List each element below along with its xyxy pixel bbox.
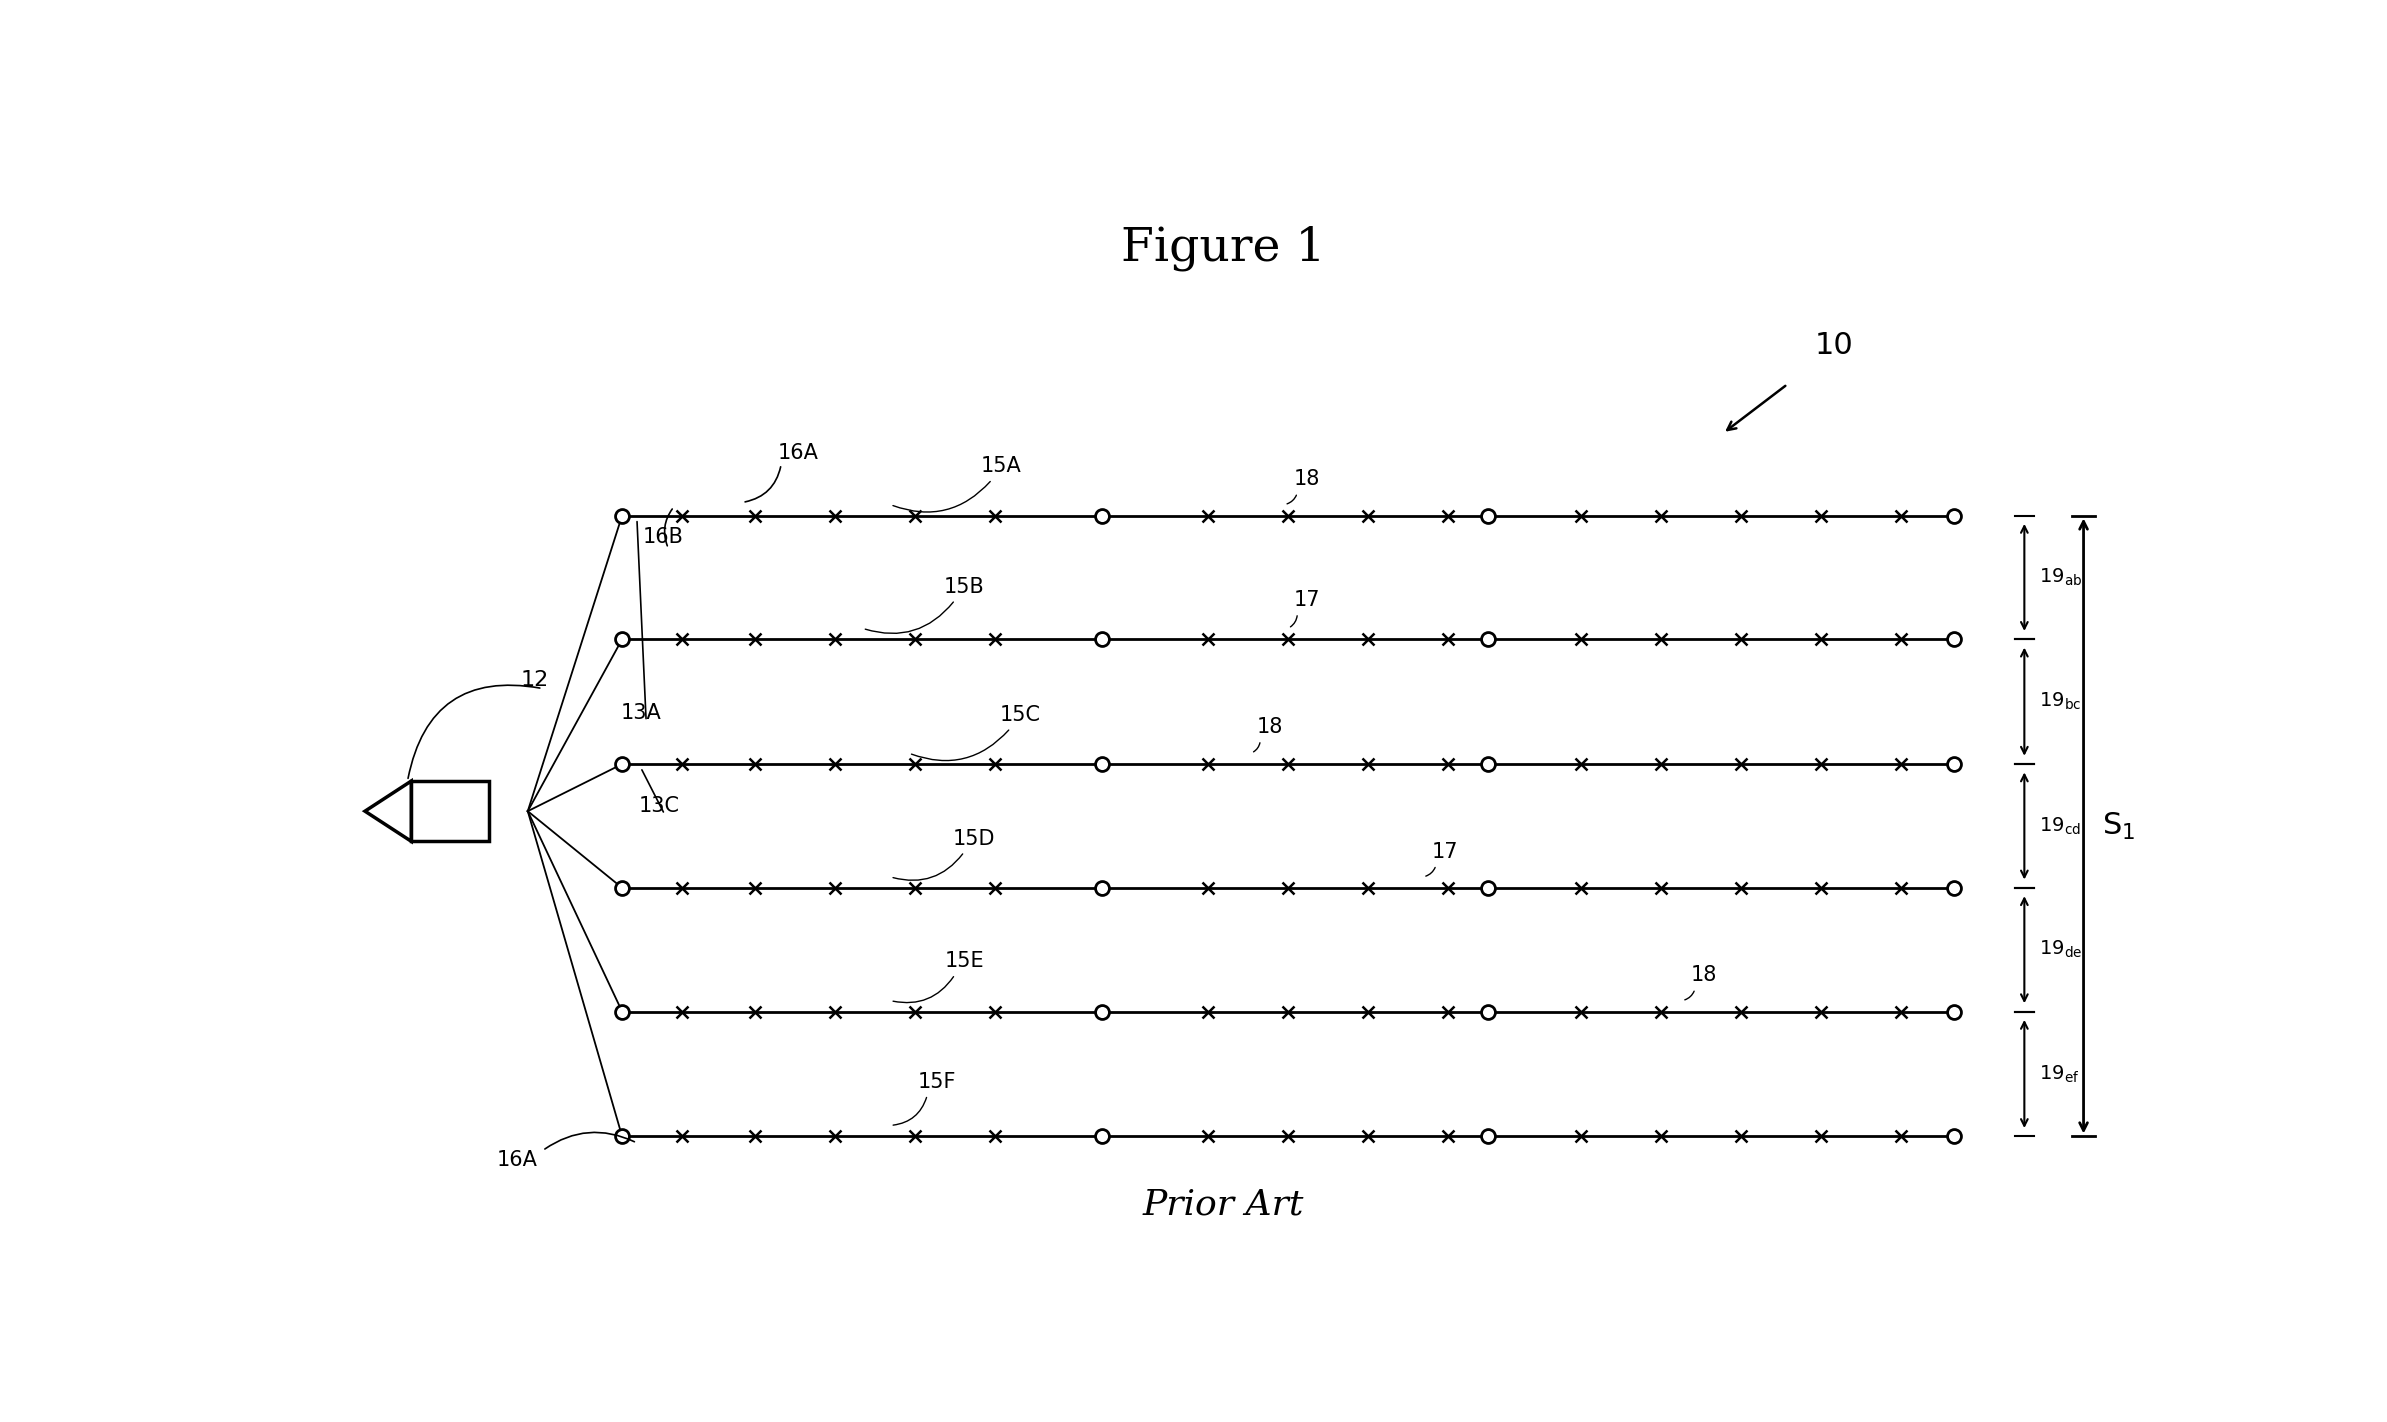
Text: 15C: 15C <box>1000 705 1041 725</box>
Text: 19$_{\mathrm{ab}}$: 19$_{\mathrm{ab}}$ <box>2038 567 2081 589</box>
Text: 19$_{\mathrm{cd}}$: 19$_{\mathrm{cd}}$ <box>2038 815 2081 836</box>
Text: Figure 1: Figure 1 <box>1122 226 1325 270</box>
Text: 15D: 15D <box>952 829 995 849</box>
Text: 17: 17 <box>1294 590 1320 610</box>
Text: 16A: 16A <box>778 444 819 464</box>
Text: 16A: 16A <box>496 1150 537 1170</box>
Text: 18: 18 <box>1294 469 1320 489</box>
Text: 19$_{\mathrm{de}}$: 19$_{\mathrm{de}}$ <box>2038 939 2081 960</box>
Text: 19$_{\mathrm{bc}}$: 19$_{\mathrm{bc}}$ <box>2038 691 2081 712</box>
FancyBboxPatch shape <box>411 781 489 842</box>
Text: 15B: 15B <box>943 577 986 597</box>
Text: 19$_{\mathrm{ef}}$: 19$_{\mathrm{ef}}$ <box>2038 1064 2079 1085</box>
Text: 16B: 16B <box>642 528 683 547</box>
Text: 15E: 15E <box>945 951 983 971</box>
Text: 13A: 13A <box>621 702 661 722</box>
Text: 18: 18 <box>1256 717 1282 737</box>
Text: 17: 17 <box>1432 842 1458 862</box>
Polygon shape <box>365 781 411 842</box>
Text: Prior Art: Prior Art <box>1143 1187 1303 1221</box>
Text: S$_1$: S$_1$ <box>2103 811 2136 842</box>
Text: 18: 18 <box>1690 966 1719 985</box>
Text: 15A: 15A <box>981 456 1022 476</box>
Text: 10: 10 <box>1814 331 1852 360</box>
Text: 15F: 15F <box>917 1072 955 1092</box>
Text: 12: 12 <box>520 670 549 690</box>
Text: 13C: 13C <box>640 796 680 816</box>
